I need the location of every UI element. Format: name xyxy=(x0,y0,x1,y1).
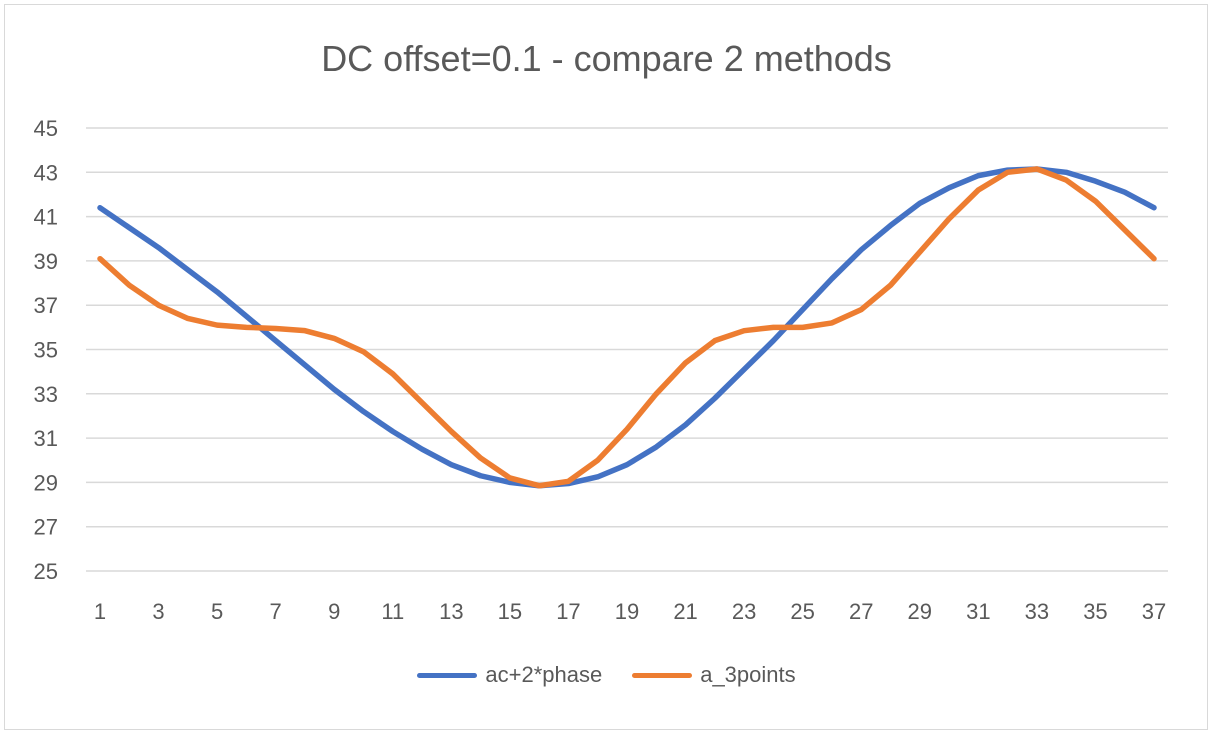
x-tick-label: 35 xyxy=(1083,599,1107,624)
x-tick-label: 23 xyxy=(732,599,756,624)
x-tick-label: 11 xyxy=(381,599,404,624)
x-tick-label: 9 xyxy=(328,599,340,624)
y-tick-label: 29 xyxy=(34,470,58,495)
legend-label-series-1: ac+2*phase xyxy=(485,662,603,687)
series-line-1 xyxy=(97,166,1157,489)
y-tick-label: 39 xyxy=(34,249,58,274)
x-tick-label: 15 xyxy=(498,599,522,624)
x-tick-label: 5 xyxy=(211,599,223,624)
y-tick-label: 35 xyxy=(34,338,58,363)
x-tick-label: 21 xyxy=(673,599,697,624)
y-tick-label: 43 xyxy=(34,160,58,185)
y-tick-label: 25 xyxy=(34,559,58,584)
legend-item-series-1: ac+2*phase xyxy=(417,662,602,688)
x-tick-label: 13 xyxy=(439,599,463,624)
x-tick-label: 29 xyxy=(908,599,932,624)
x-tick-label: 33 xyxy=(1025,599,1049,624)
x-tick-label: 25 xyxy=(790,599,814,624)
x-tick-label: 37 xyxy=(1142,599,1166,624)
x-tick-label: 7 xyxy=(270,599,282,624)
legend-label-series-2: a_3points xyxy=(700,662,796,687)
legend-item-series-2: a_3points xyxy=(632,662,796,688)
y-tick-label: 37 xyxy=(34,293,58,318)
chart-frame xyxy=(4,4,1208,730)
y-tick-label: 31 xyxy=(34,426,58,451)
x-tick-label: 27 xyxy=(849,599,873,624)
x-tick-label: 31 xyxy=(966,599,990,624)
y-tick-label: 45 xyxy=(34,116,58,141)
y-tick-label: 27 xyxy=(34,515,58,540)
y-tick-label: 41 xyxy=(34,205,58,230)
series-line-2 xyxy=(97,166,1157,489)
x-tick-label: 3 xyxy=(152,599,164,624)
y-tick-label: 33 xyxy=(34,382,58,407)
legend-swatch-series-2 xyxy=(632,672,693,678)
x-tick-label: 19 xyxy=(615,599,639,624)
x-tick-label: 17 xyxy=(556,599,580,624)
x-tick-label: 1 xyxy=(94,599,106,624)
chart-title: DC offset=0.1 - compare 2 methods xyxy=(321,38,892,79)
legend: ac+2*phase a_3points xyxy=(0,662,1213,688)
legend-swatch-series-1 xyxy=(417,672,478,678)
